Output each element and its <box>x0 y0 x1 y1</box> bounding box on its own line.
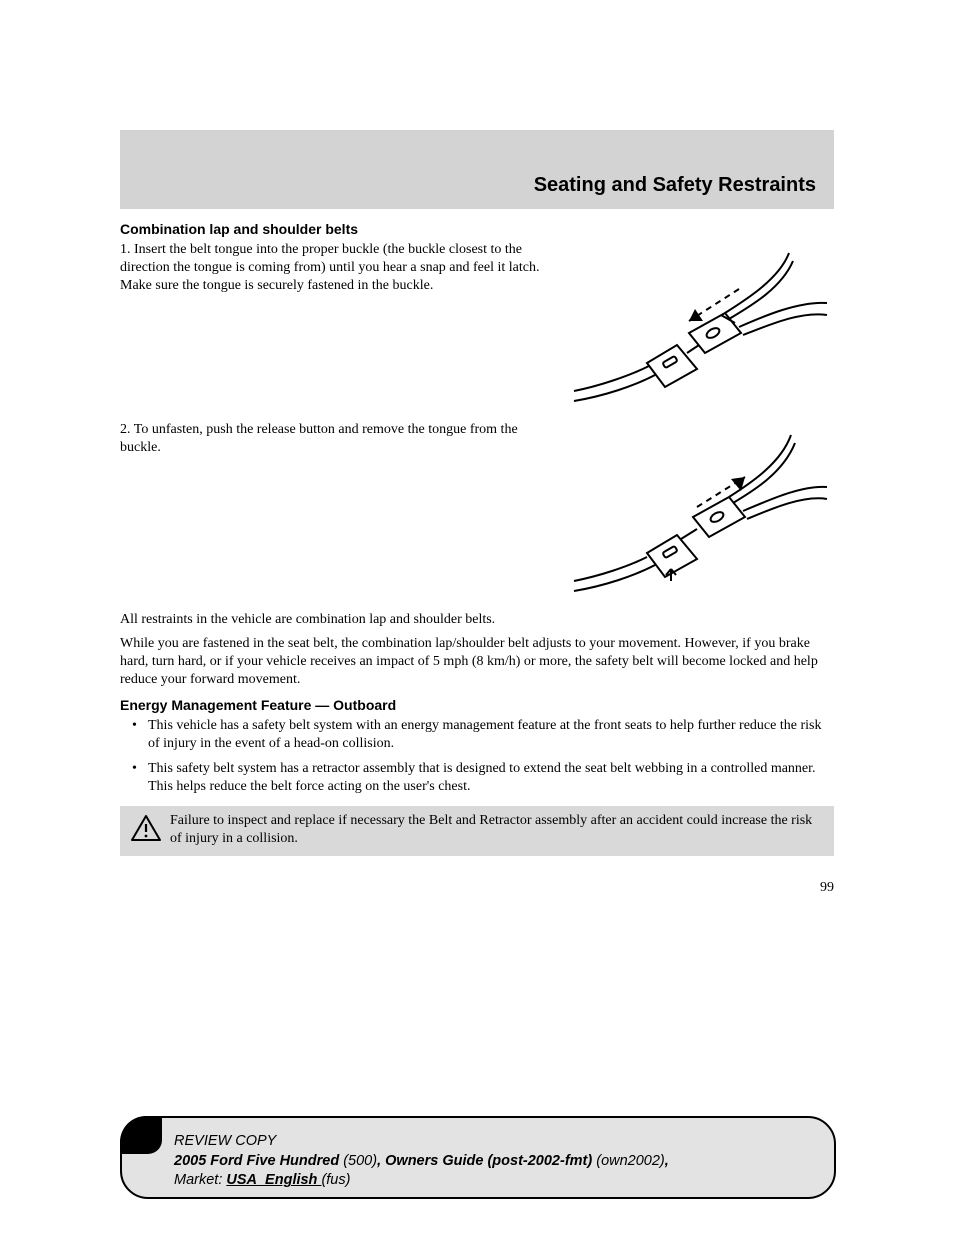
step1-diagram <box>564 241 834 411</box>
page-number: 99 <box>120 880 834 896</box>
list-item: This safety belt system has a retractor … <box>120 760 834 796</box>
footer-l2-b: (500) <box>343 1153 377 1169</box>
warning-callout: Failure to inspect and replace if necess… <box>120 806 834 856</box>
chapter-header: Seating and Safety Restraints <box>120 130 834 209</box>
step2-text: 2. To unfasten, push the release button … <box>120 421 548 601</box>
step1-row: 1. Insert the belt tongue into the prope… <box>120 241 834 411</box>
energy-bullets: This vehicle has a safety belt system wi… <box>120 717 834 797</box>
footer-l3-c: (fus) <box>321 1172 350 1188</box>
footer-line3: Market: USA_English (fus) <box>174 1171 806 1191</box>
chapter-title: Seating and Safety Restraints <box>138 174 816 197</box>
footer-tab <box>120 1116 162 1154</box>
footer-box: REVIEW COPY 2005 Ford Five Hundred (500)… <box>120 1116 836 1199</box>
footer-l3-a: Market: <box>174 1172 226 1188</box>
paragraph-all-restraints: All restraints in the vehicle are combin… <box>120 611 834 629</box>
paragraph-adjust: While you are fastened in the seat belt,… <box>120 635 834 689</box>
list-item: This vehicle has a safety belt system wi… <box>120 717 834 753</box>
step2-diagram <box>564 421 834 601</box>
step1-text: 1. Insert the belt tongue into the prope… <box>120 241 548 411</box>
footer-l2-a: 2005 Ford Five Hundred <box>174 1153 343 1169</box>
footer-line1: REVIEW COPY <box>174 1132 806 1152</box>
section-heading-belts: Combination lap and shoulder belts <box>120 221 834 237</box>
footer-l3-b: USA_English <box>226 1172 321 1188</box>
footer-l2-e: , <box>665 1153 669 1169</box>
seatbelt-release-icon <box>569 421 829 601</box>
step2-row: 2. To unfasten, push the release button … <box>120 421 834 601</box>
footer-line2: 2005 Ford Five Hundred (500), Owners Gui… <box>174 1152 806 1172</box>
footer-pill: REVIEW COPY 2005 Ford Five Hundred (500)… <box>120 1116 836 1199</box>
section-heading-energy: Energy Management Feature — Outboard <box>120 697 834 713</box>
seatbelt-insert-icon <box>569 241 829 411</box>
footer-l2-c: , Owners Guide (post-2002-fmt) <box>377 1153 596 1169</box>
warning-text: Failure to inspect and replace if necess… <box>170 813 812 846</box>
footer-l2-d: (own2002) <box>596 1153 665 1169</box>
warning-triangle-icon <box>130 814 162 842</box>
